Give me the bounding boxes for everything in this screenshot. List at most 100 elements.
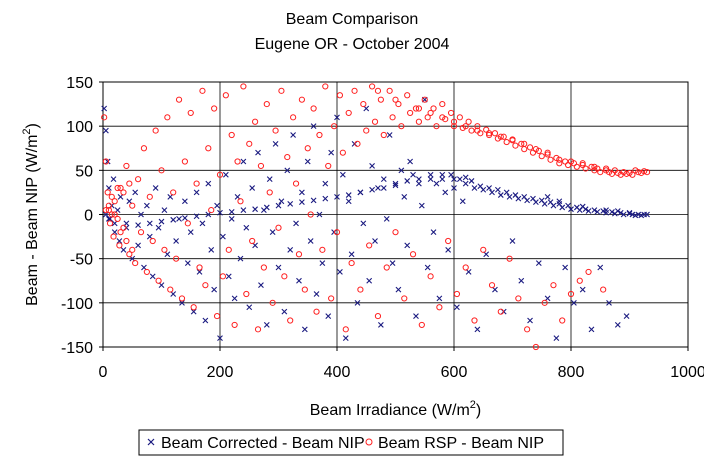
data-point-o xyxy=(211,105,218,112)
data-point-x xyxy=(293,220,299,227)
data-point-o xyxy=(579,160,586,167)
data-point-x xyxy=(337,269,343,275)
data-point-o xyxy=(547,156,554,163)
data-point-o xyxy=(202,282,209,289)
data-point-o xyxy=(330,123,338,130)
data-point-x xyxy=(369,186,375,193)
data-point-o xyxy=(246,140,253,147)
data-point-o xyxy=(521,140,528,147)
data-point-o xyxy=(104,189,111,196)
data-point-x xyxy=(392,180,399,187)
data-point-x xyxy=(325,313,332,319)
data-point-x xyxy=(152,185,159,191)
data-point-x xyxy=(269,229,276,236)
data-point-x xyxy=(527,317,533,324)
data-point-o xyxy=(304,145,311,152)
y-tick-label: 150 xyxy=(66,75,93,92)
data-point-x xyxy=(395,286,402,293)
data-point-x xyxy=(380,176,387,183)
data-point-o xyxy=(465,118,472,125)
data-point-o xyxy=(389,114,396,121)
data-point-x xyxy=(579,203,586,210)
data-point-o xyxy=(623,170,630,177)
data-point-o xyxy=(278,87,285,94)
data-point-x xyxy=(427,171,434,178)
data-point-o xyxy=(556,160,563,167)
data-point-o xyxy=(532,343,540,351)
data-point-o xyxy=(292,180,300,187)
data-point-o xyxy=(635,169,642,176)
data-point-o xyxy=(582,165,589,172)
data-point-x xyxy=(471,185,478,191)
series-2-points xyxy=(101,83,651,351)
data-point-o xyxy=(117,184,124,192)
data-point-o xyxy=(415,118,422,125)
data-point-o xyxy=(409,251,417,258)
data-point-o xyxy=(360,100,367,108)
data-point-x xyxy=(348,251,355,258)
data-point-o xyxy=(497,133,504,140)
data-point-o xyxy=(641,168,648,175)
data-point-o xyxy=(342,326,349,333)
data-point-x xyxy=(211,286,218,293)
data-point-x xyxy=(275,202,282,209)
data-point-o xyxy=(392,229,399,236)
data-point-o xyxy=(600,286,607,293)
data-point-o xyxy=(538,153,545,160)
data-point-o xyxy=(445,237,452,245)
data-point-o xyxy=(506,255,513,262)
x-tick-label: 400 xyxy=(324,364,351,381)
data-point-x xyxy=(231,295,238,302)
data-point-x xyxy=(263,204,270,211)
data-point-x xyxy=(334,114,340,121)
data-point-x xyxy=(430,229,437,236)
data-point-x xyxy=(486,185,492,191)
data-point-x xyxy=(287,246,294,253)
data-point-x xyxy=(413,313,419,319)
data-point-x xyxy=(354,299,361,306)
data-point-x xyxy=(304,158,311,165)
data-point-x xyxy=(184,260,191,266)
data-point-o xyxy=(281,273,288,280)
data-point-x xyxy=(345,198,352,205)
data-point-o xyxy=(263,100,270,108)
data-point-o xyxy=(114,215,121,223)
data-point-x xyxy=(623,313,630,319)
x-axis-label-sup: 2 xyxy=(470,399,476,411)
data-point-o xyxy=(132,259,139,267)
data-point-o xyxy=(336,92,344,99)
data-point-o xyxy=(407,109,414,117)
data-point-x xyxy=(217,209,223,216)
data-point-x xyxy=(237,255,244,262)
data-point-x xyxy=(252,206,258,213)
data-point-x xyxy=(103,127,109,134)
legend-marker-o xyxy=(365,438,373,446)
data-point-x xyxy=(360,220,367,227)
data-point-x xyxy=(377,322,384,328)
data-point-x xyxy=(199,220,206,227)
data-point-x xyxy=(110,176,117,183)
data-point-o xyxy=(497,308,504,315)
data-point-x xyxy=(246,304,253,311)
data-point-o xyxy=(559,317,566,324)
data-point-x xyxy=(146,220,153,227)
data-point-o xyxy=(427,273,434,280)
data-point-x xyxy=(562,264,569,271)
data-point-o xyxy=(295,251,303,258)
series-1-points xyxy=(101,96,650,342)
data-point-x xyxy=(585,208,592,214)
data-point-x xyxy=(243,224,250,231)
data-point-o xyxy=(529,149,537,156)
data-point-x xyxy=(556,198,563,205)
data-point-x xyxy=(182,215,188,221)
data-point-x xyxy=(173,238,180,244)
data-point-x xyxy=(448,171,454,178)
data-point-o xyxy=(313,308,320,315)
data-point-x xyxy=(316,211,323,218)
x-axis-label-close: ) xyxy=(476,402,481,419)
data-point-o xyxy=(123,237,130,245)
y-tick-label: -100 xyxy=(61,296,93,313)
data-point-x xyxy=(571,299,577,306)
y-tick-label: 0 xyxy=(84,208,93,225)
y-axis-label: Beam - Beam NIP (W/m2) xyxy=(21,123,41,306)
